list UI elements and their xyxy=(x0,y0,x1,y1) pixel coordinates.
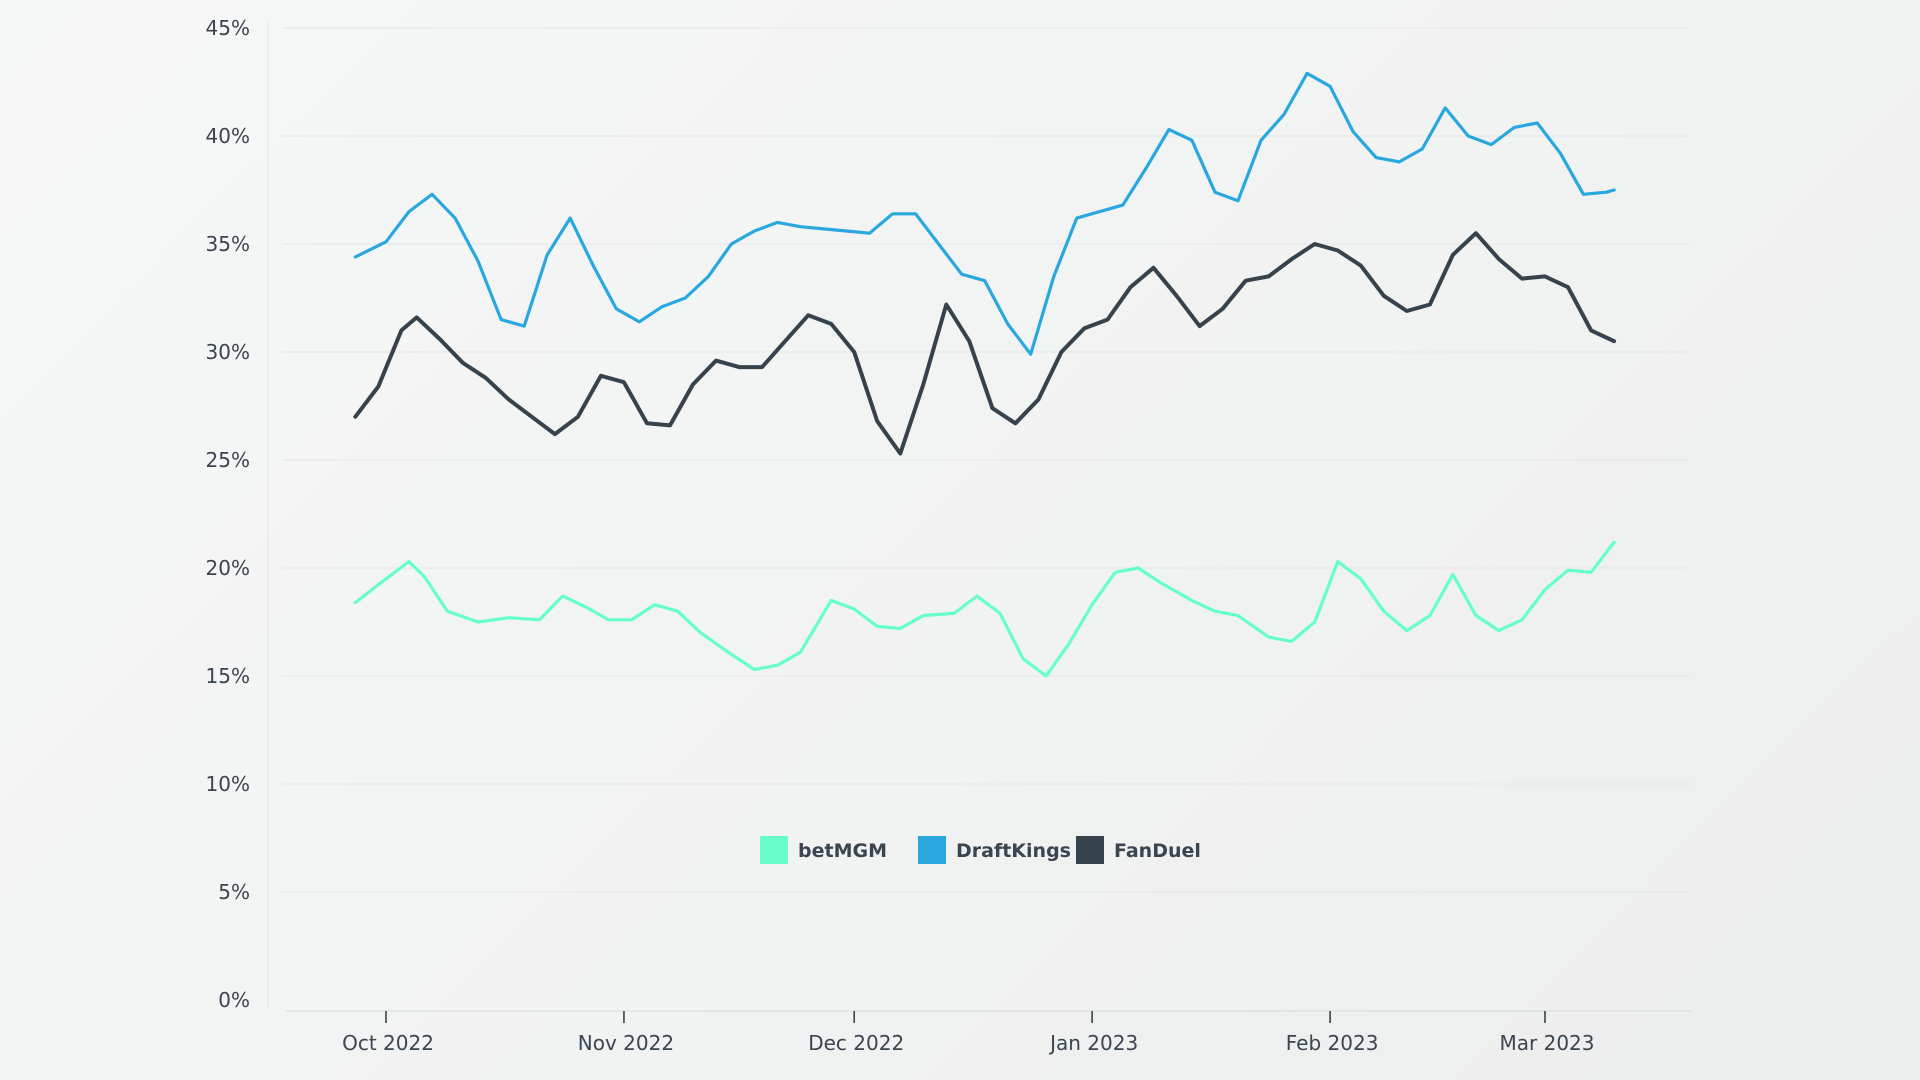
x-axis: Oct 2022 Nov 2022 Dec 2022 Jan 2023 Feb 2023… xyxy=(286,1010,1692,1055)
series-line-fanduel xyxy=(353,231,1617,456)
gridlines xyxy=(282,27,1690,893)
x-tick-label: Nov 2022 xyxy=(578,1031,674,1055)
legend-item-draftkings: DraftKings xyxy=(918,836,1071,864)
series-line-draftkings xyxy=(353,71,1616,356)
x-tick-label: Feb 2023 xyxy=(1286,1031,1379,1055)
y-tick-label: 0% xyxy=(218,988,250,1012)
y-tick-label: 40% xyxy=(206,124,250,148)
y-axis: 0% 5% 10% 15% 20% 25% 30% 35% 40% 45% xyxy=(206,16,269,1012)
legend-item-betmgm: betMGM xyxy=(760,836,887,864)
legend-swatch xyxy=(918,836,946,864)
x-tick-label: Oct 2022 xyxy=(342,1031,434,1055)
legend-label: DraftKings xyxy=(956,840,1071,862)
legend-item-fanduel: FanDuel xyxy=(1076,836,1201,864)
legend-swatch xyxy=(1076,836,1104,864)
x-tick-label: Mar 2023 xyxy=(1500,1031,1595,1055)
y-tick-label: 15% xyxy=(206,664,250,688)
legend-label: betMGM xyxy=(798,840,887,862)
series-line-betmgm xyxy=(353,540,1616,678)
x-tick-label: Dec 2022 xyxy=(808,1031,904,1055)
y-tick-label: 25% xyxy=(206,448,250,472)
series-lines xyxy=(353,71,1617,678)
legend: betMGM DraftKings FanDuel xyxy=(760,836,1201,864)
legend-swatch xyxy=(760,836,788,864)
y-tick-label: 20% xyxy=(206,556,250,580)
y-tick-label: 10% xyxy=(206,772,250,796)
legend-label: FanDuel xyxy=(1114,840,1201,862)
y-tick-label: 30% xyxy=(206,340,250,364)
y-tick-label: 35% xyxy=(206,232,250,256)
y-tick-label: 5% xyxy=(218,880,250,904)
y-tick-label: 45% xyxy=(206,16,250,40)
x-tick-label: Jan 2023 xyxy=(1048,1031,1138,1055)
